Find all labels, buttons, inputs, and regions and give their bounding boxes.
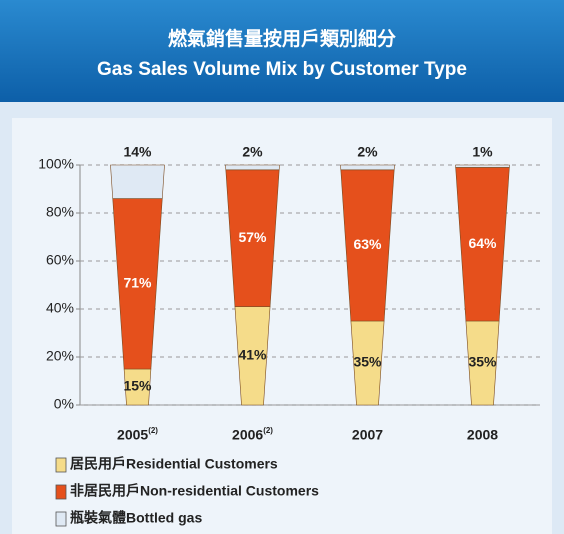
y-tick-label: 60% xyxy=(46,252,74,268)
value-label: 71% xyxy=(123,275,152,291)
y-tick-label: 40% xyxy=(46,300,74,316)
y-tick-label: 20% xyxy=(46,348,74,364)
value-label: 15% xyxy=(123,378,152,394)
category-note: (2) xyxy=(263,426,273,435)
legend-swatch xyxy=(56,458,66,472)
legend-label: 居民用戶Residential Customers xyxy=(70,456,278,472)
value-label: 35% xyxy=(468,354,497,370)
legend-swatch xyxy=(56,485,66,499)
y-tick-label: 80% xyxy=(46,204,74,220)
value-label: 35% xyxy=(353,354,382,370)
cone-segment xyxy=(111,165,165,199)
value-label: 63% xyxy=(353,236,382,252)
value-label: 1% xyxy=(472,144,493,160)
chart-subtitle: Gas Sales Volume Mix by Customer Type xyxy=(97,59,467,80)
legend-label: 瓶裝氣體Bottled gas xyxy=(70,510,202,526)
y-tick-label: 100% xyxy=(38,156,74,172)
chart: 燃氣銷售量按用戶類別細分 Gas Sales Volume Mix by Cus… xyxy=(0,0,564,534)
legend-label: 非居民用戶Non-residential Customers xyxy=(70,483,319,499)
value-label: 2% xyxy=(357,144,378,160)
cone-segment xyxy=(341,165,395,170)
category-note: (2) xyxy=(148,426,158,435)
header xyxy=(0,0,564,102)
x-tick-label: 2007 xyxy=(352,427,383,443)
value-label: 41% xyxy=(238,347,267,363)
x-tick-label: 2008 xyxy=(467,427,498,443)
value-label: 14% xyxy=(123,144,152,160)
value-label: 57% xyxy=(238,229,267,245)
legend-swatch xyxy=(56,512,66,526)
value-label: 64% xyxy=(468,235,497,251)
cone-segment xyxy=(226,165,280,170)
cone-segment xyxy=(456,165,510,167)
y-tick-label: 0% xyxy=(54,396,74,412)
value-label: 2% xyxy=(242,144,263,160)
chart-title: 燃氣銷售量按用戶類別細分 xyxy=(168,27,396,50)
